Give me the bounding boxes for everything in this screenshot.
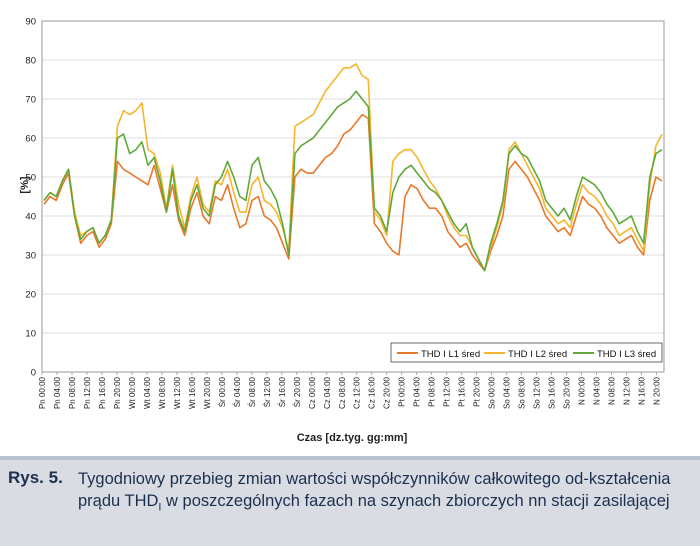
y-tick-label: 80 — [25, 56, 36, 67]
x-tick-label: So 20:00 — [563, 376, 572, 409]
x-tick-label: Pt 20:00 — [473, 376, 482, 406]
legend-box — [390, 342, 663, 363]
x-tick-label: N 04:00 — [593, 376, 602, 405]
x-tick-label: Pn 08:00 — [68, 376, 77, 409]
y-tick-labels: 0 10 20 30 40 50 60 70 80 90 — [25, 17, 36, 379]
series-line-3 — [43, 90, 663, 272]
caption-text-main: Tygodniowy przebieg zmian wartości współ… — [78, 470, 671, 510]
x-tick-label: Śr 12:00 — [263, 376, 272, 407]
x-tick-label: N 16:00 — [638, 376, 647, 405]
x-tick-label: Śr 00:00 — [218, 376, 227, 407]
x-tick-label: So 16:00 — [548, 376, 557, 409]
x-tick-label: Pt 08:00 — [428, 376, 437, 406]
x-tick-label: Wt 12:00 — [173, 376, 182, 409]
series-line-2 — [43, 63, 663, 272]
x-tick-label: So 08:00 — [518, 376, 527, 409]
x-tick-label: Wt 04:00 — [143, 376, 152, 409]
x-tick-label: Pn 20:00 — [113, 376, 122, 409]
x-tick-label: So 12:00 — [533, 376, 542, 409]
caption-subscript: I — [158, 501, 162, 514]
plot-area-frame — [41, 20, 665, 373]
y-axis-label: [%] — [19, 176, 31, 193]
x-tick-label: So 04:00 — [503, 376, 512, 409]
x-tick-label: Cz 04:00 — [323, 376, 332, 409]
x-axis-label: Czas [dz.tyg. gg:mm] — [297, 432, 408, 444]
x-tick-label: Śr 20:00 — [293, 376, 302, 407]
x-tick-label: Pt 04:00 — [413, 376, 422, 406]
y-tick-label: 50 — [25, 173, 36, 184]
x-tick-label: Pn 04:00 — [53, 376, 62, 409]
x-tick-label: Cz 16:00 — [368, 376, 377, 409]
x-tick-label: Pn 00:00 — [38, 376, 47, 409]
caption-text-end: w poszczególnych fazach na szynach zbior… — [161, 492, 670, 510]
x-tick-label: N 08:00 — [608, 376, 617, 405]
y-tick-label: 0 — [31, 368, 36, 379]
x-tick-label: N 00:00 — [578, 376, 587, 405]
legend-label-l1: THD I L1 śred — [421, 349, 480, 360]
legend-label-l3: THD I L3 śred — [597, 349, 656, 360]
y-tick-label: 60 — [25, 134, 36, 145]
series-lines — [43, 63, 663, 272]
x-tick-label: Cz 08:00 — [338, 376, 347, 409]
x-tick-labels: Pn 00:00 Pn 04:00 Pn 08:00 Pn 12:00 Pn 16:00… — [38, 376, 662, 409]
y-tick-label: 90 — [25, 17, 36, 28]
legend-label-l2: THD I L2 śred — [508, 349, 567, 360]
x-tick-label: N 20:00 — [653, 376, 662, 405]
x-tick-label: Pt 12:00 — [443, 376, 452, 406]
x-tick-label: Cz 00:00 — [308, 376, 317, 409]
x-tick-label: Wt 16:00 — [188, 376, 197, 409]
caption-label: Rys. 5. — [8, 468, 63, 487]
x-tick-label: Śr 08:00 — [248, 376, 257, 407]
chart-background — [0, 0, 700, 456]
y-tick-label: 10 — [25, 329, 36, 340]
x-tick-label: Wt 20:00 — [203, 376, 212, 409]
x-tick-label: Śr 16:00 — [278, 376, 287, 407]
caption-text: Tygodniowy przebieg zmian wartości współ… — [78, 468, 693, 518]
x-tick-label: Cz 20:00 — [383, 376, 392, 409]
y-tick-label: 40 — [25, 212, 36, 223]
x-tick-label: Cz 12:00 — [353, 376, 362, 409]
x-tick-label: Wt 00:00 — [128, 376, 137, 409]
grid — [41, 59, 664, 375]
y-tick-label: 70 — [25, 95, 36, 106]
x-tick-label: Wt 08:00 — [158, 376, 167, 409]
figure-caption: Rys. 5. Tygodniowy przebieg zmian wartoś… — [0, 456, 700, 546]
series-line-1 — [43, 113, 663, 272]
x-tick-label: N 12:00 — [623, 376, 632, 405]
x-tick-label: So 00:00 — [488, 376, 497, 409]
x-tick-label: Pt 00:00 — [398, 376, 407, 406]
x-tick-label: Pt 16:00 — [458, 376, 467, 406]
x-tick-label: Śr 04:00 — [233, 376, 242, 407]
x-tick-label: Pn 12:00 — [83, 376, 92, 409]
x-tick-label: Pn 16:00 — [98, 376, 107, 409]
y-tick-label: 30 — [25, 251, 36, 262]
legend: THD I L1 śred THD I L2 śred THD I L3 śre… — [390, 342, 663, 363]
y-tick-label: 20 — [25, 290, 36, 301]
